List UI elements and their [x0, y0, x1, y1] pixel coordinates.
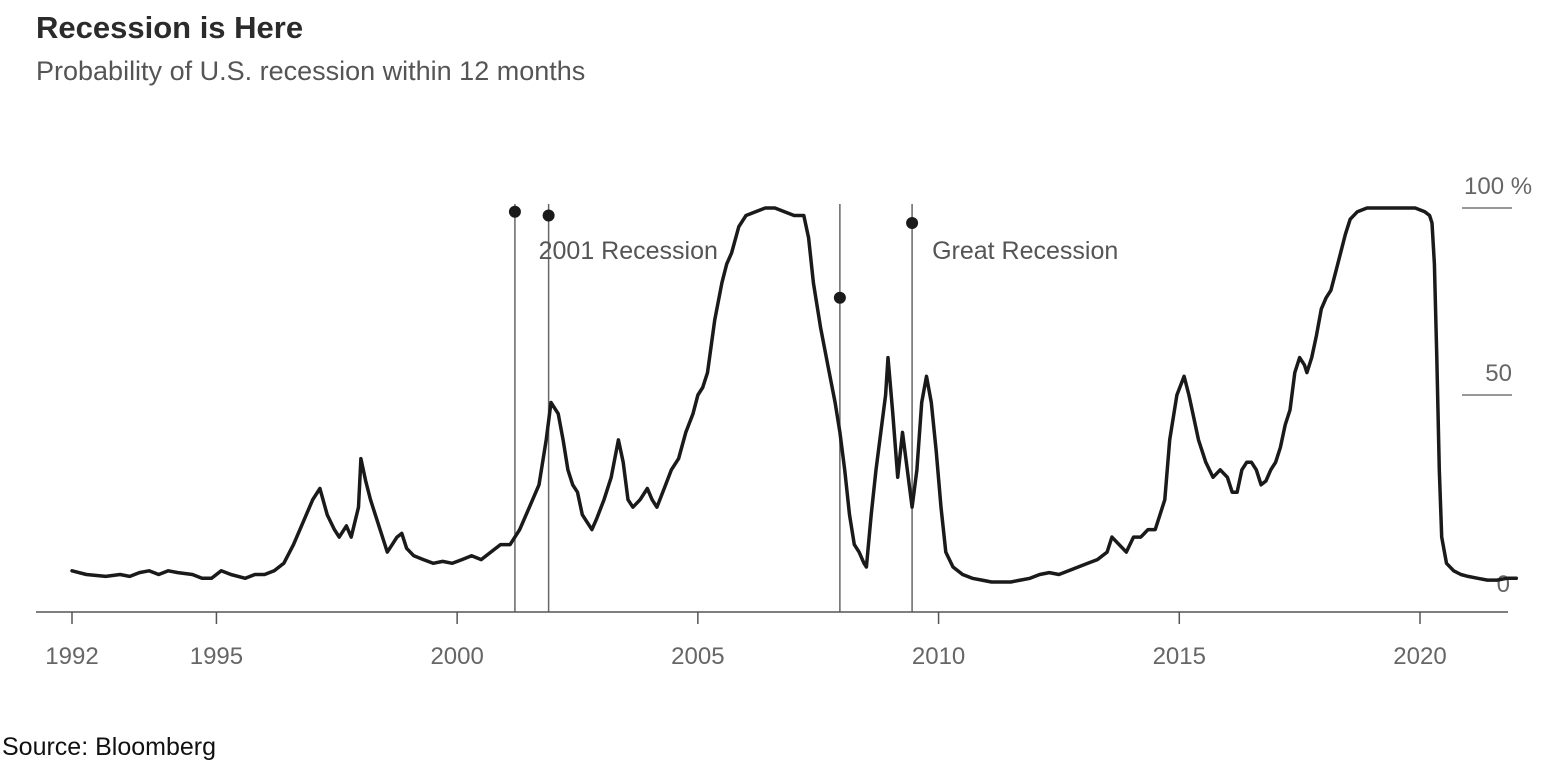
y-tick-label: 50 [1485, 360, 1512, 387]
recession-label: 2001 Recession [539, 237, 718, 265]
x-tick-label: 2000 [430, 643, 483, 670]
series-marker-point [906, 216, 919, 229]
y-tick-label: 100 % [1464, 173, 1532, 200]
source-note: Source: Bloomberg [2, 733, 217, 761]
series-marker-point [833, 291, 846, 304]
recession-label: Great Recession [932, 237, 1118, 265]
x-tick-label: 1992 [45, 643, 98, 670]
chart-title: Recession is Here [36, 10, 304, 45]
x-tick-label: 2005 [671, 643, 724, 670]
series-markers [508, 205, 919, 304]
recession-probability-chart: 2001 Recession Great Recession 1992 1995 20… [36, 173, 1532, 670]
x-tick-label: 2010 [912, 643, 965, 670]
chart-subtitle: Probability of U.S. recession within 12 … [36, 56, 586, 86]
x-tick-label: 1995 [190, 643, 243, 670]
series-marker-point [508, 205, 521, 218]
x-axis-ticks: 1992 1995 2000 2005 2010 2015 2020 [45, 612, 1447, 670]
recession-annotations: 2001 Recession Great Recession [514, 204, 1118, 612]
y-axis-ticks: 0 50 100 % [1462, 173, 1532, 598]
series-line [70, 206, 1519, 584]
x-tick-label: 2020 [1393, 643, 1446, 670]
x-tick-label: 2015 [1153, 643, 1206, 670]
series-marker-point [542, 209, 555, 222]
y-tick-label: 0 [1497, 571, 1510, 598]
